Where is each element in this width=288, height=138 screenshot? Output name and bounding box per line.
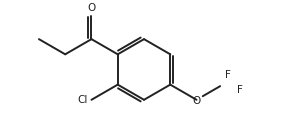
- Text: F: F: [237, 85, 243, 95]
- Text: Cl: Cl: [77, 95, 88, 105]
- Text: O: O: [87, 3, 96, 13]
- Text: F: F: [225, 70, 231, 80]
- Text: O: O: [192, 96, 201, 106]
